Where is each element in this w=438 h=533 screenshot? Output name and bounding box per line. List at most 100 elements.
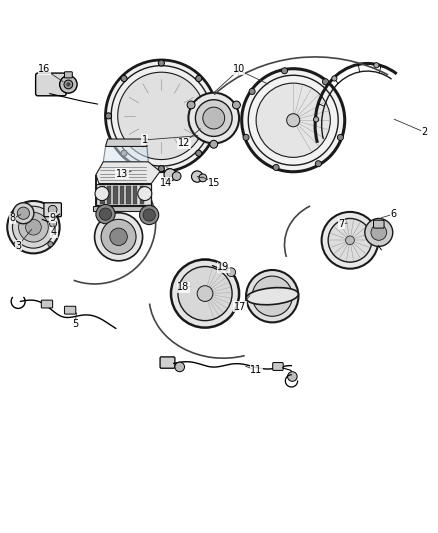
FancyBboxPatch shape bbox=[64, 306, 76, 314]
Circle shape bbox=[121, 76, 127, 82]
Text: 4: 4 bbox=[51, 228, 57, 237]
Circle shape bbox=[211, 113, 217, 119]
Circle shape bbox=[314, 117, 319, 122]
Text: 17: 17 bbox=[234, 302, 246, 312]
Polygon shape bbox=[103, 147, 148, 161]
Circle shape bbox=[242, 69, 345, 172]
Circle shape bbox=[138, 187, 152, 200]
Ellipse shape bbox=[120, 167, 139, 175]
FancyBboxPatch shape bbox=[273, 362, 283, 370]
Text: 1: 1 bbox=[142, 135, 148, 145]
Text: 8: 8 bbox=[10, 214, 16, 223]
Polygon shape bbox=[140, 185, 144, 204]
Circle shape bbox=[49, 220, 57, 227]
Circle shape bbox=[18, 212, 48, 242]
Circle shape bbox=[164, 169, 176, 181]
Circle shape bbox=[243, 134, 249, 141]
Circle shape bbox=[282, 68, 288, 74]
Circle shape bbox=[337, 134, 343, 141]
Text: 19: 19 bbox=[217, 262, 230, 272]
Circle shape bbox=[256, 83, 330, 157]
Polygon shape bbox=[127, 185, 131, 204]
FancyBboxPatch shape bbox=[44, 203, 61, 217]
Circle shape bbox=[143, 209, 155, 221]
Circle shape bbox=[7, 201, 60, 253]
Polygon shape bbox=[107, 185, 111, 204]
Circle shape bbox=[13, 203, 34, 224]
Circle shape bbox=[288, 372, 297, 381]
Circle shape bbox=[199, 174, 207, 182]
Text: 10: 10 bbox=[233, 64, 245, 74]
Text: 11: 11 bbox=[250, 366, 262, 375]
Circle shape bbox=[365, 219, 393, 246]
Circle shape bbox=[287, 114, 300, 127]
Circle shape bbox=[252, 276, 292, 316]
Circle shape bbox=[17, 207, 29, 220]
Polygon shape bbox=[106, 139, 147, 147]
Text: 5: 5 bbox=[72, 319, 78, 329]
Ellipse shape bbox=[246, 288, 298, 305]
Circle shape bbox=[95, 187, 109, 200]
FancyBboxPatch shape bbox=[374, 220, 384, 228]
Circle shape bbox=[158, 166, 164, 172]
Circle shape bbox=[14, 208, 19, 213]
Circle shape bbox=[25, 220, 41, 235]
Polygon shape bbox=[100, 185, 105, 204]
Circle shape bbox=[322, 79, 328, 85]
Circle shape bbox=[95, 213, 143, 261]
FancyBboxPatch shape bbox=[64, 72, 72, 78]
Circle shape bbox=[175, 362, 184, 372]
Circle shape bbox=[48, 241, 53, 247]
Circle shape bbox=[203, 107, 225, 129]
Circle shape bbox=[328, 219, 372, 262]
Text: 16: 16 bbox=[38, 64, 50, 74]
Circle shape bbox=[121, 150, 127, 156]
Polygon shape bbox=[113, 185, 118, 204]
FancyBboxPatch shape bbox=[160, 357, 175, 368]
Text: 9: 9 bbox=[49, 213, 55, 223]
Polygon shape bbox=[96, 161, 160, 183]
Text: 18: 18 bbox=[177, 282, 189, 293]
Text: 3: 3 bbox=[15, 240, 21, 251]
Text: 13: 13 bbox=[116, 169, 128, 179]
Circle shape bbox=[106, 60, 217, 172]
Circle shape bbox=[48, 208, 53, 213]
Circle shape bbox=[118, 72, 205, 159]
Circle shape bbox=[246, 270, 298, 322]
Circle shape bbox=[106, 113, 112, 119]
Polygon shape bbox=[133, 185, 138, 204]
Circle shape bbox=[332, 76, 337, 81]
Circle shape bbox=[346, 236, 354, 245]
FancyBboxPatch shape bbox=[41, 300, 53, 308]
Polygon shape bbox=[95, 175, 96, 205]
Circle shape bbox=[188, 93, 239, 143]
Circle shape bbox=[96, 205, 115, 224]
Circle shape bbox=[48, 205, 57, 214]
Circle shape bbox=[110, 228, 127, 246]
Circle shape bbox=[371, 224, 387, 240]
Circle shape bbox=[67, 83, 70, 86]
Circle shape bbox=[178, 266, 232, 321]
Text: 7: 7 bbox=[338, 219, 344, 229]
Text: 15: 15 bbox=[208, 177, 221, 188]
Circle shape bbox=[315, 160, 321, 167]
Circle shape bbox=[99, 208, 112, 220]
Circle shape bbox=[197, 286, 213, 302]
Circle shape bbox=[64, 80, 73, 89]
Circle shape bbox=[12, 206, 54, 248]
Circle shape bbox=[60, 76, 77, 93]
Circle shape bbox=[171, 260, 239, 328]
Text: 2: 2 bbox=[421, 127, 427, 137]
Text: 12: 12 bbox=[178, 139, 190, 148]
Circle shape bbox=[14, 241, 19, 247]
FancyBboxPatch shape bbox=[35, 73, 66, 96]
Text: 14: 14 bbox=[159, 177, 172, 188]
Circle shape bbox=[140, 205, 159, 224]
Circle shape bbox=[321, 212, 378, 269]
Circle shape bbox=[158, 60, 164, 66]
Circle shape bbox=[233, 101, 240, 109]
Circle shape bbox=[196, 76, 202, 82]
Circle shape bbox=[172, 172, 181, 181]
Circle shape bbox=[191, 171, 203, 182]
Circle shape bbox=[249, 88, 255, 94]
